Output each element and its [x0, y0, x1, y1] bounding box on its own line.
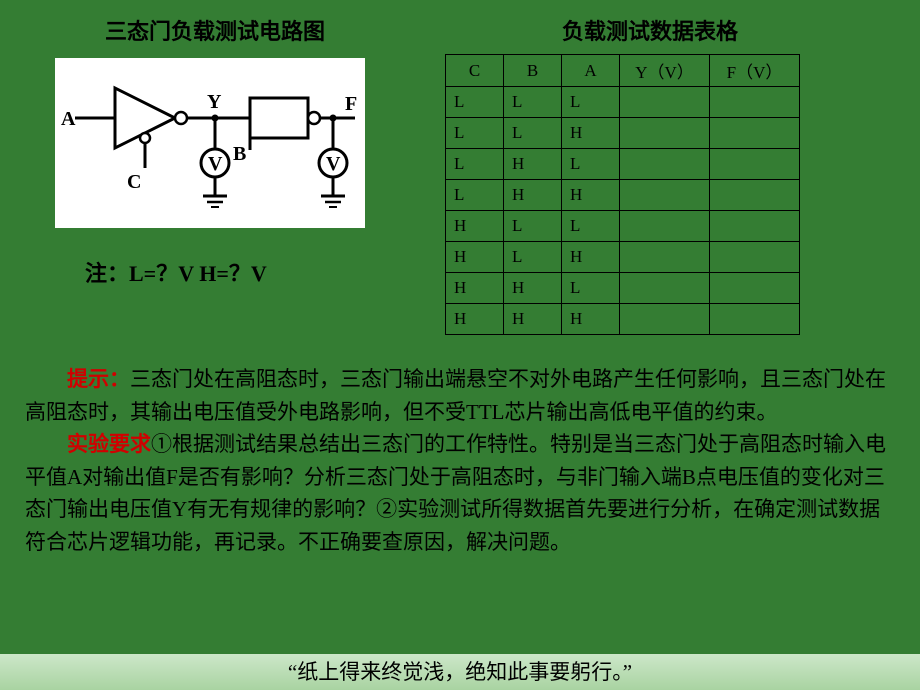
- table-header-row: C B A Y（V） F（V）: [446, 55, 800, 87]
- table-cell: L: [446, 87, 504, 118]
- circuit-diagram: A C Y V: [55, 58, 365, 228]
- hint-label: 提示：: [67, 367, 130, 391]
- table-cell: [620, 180, 710, 211]
- col-y: Y（V）: [620, 55, 710, 87]
- table-cell: H: [562, 304, 620, 335]
- table-row: HLL: [446, 211, 800, 242]
- table-row: LLH: [446, 118, 800, 149]
- voltmeter-2: V: [326, 153, 341, 175]
- label-y: Y: [207, 91, 222, 113]
- table-cell: [620, 118, 710, 149]
- table-cell: [620, 304, 710, 335]
- data-table: C B A Y（V） F（V） LLLLLHLHLLHHHLLHLHHHLHHH: [445, 54, 800, 335]
- table-row: HLH: [446, 242, 800, 273]
- circuit-title: 三态门负载测试电路图: [25, 14, 405, 46]
- table-title: 负载测试数据表格: [435, 14, 865, 46]
- slide-content: 三态门负载测试电路图 A C Y: [25, 14, 895, 674]
- table-cell: L: [562, 273, 620, 304]
- table-cell: [710, 180, 800, 211]
- note-text: 注：L=？V H=？V: [85, 256, 405, 288]
- requirement-label: 实验要求: [67, 432, 151, 456]
- table-cell: [620, 87, 710, 118]
- hint-text: 三态门处在高阻态时，三态门输出端悬空不对外电路产生任何影响，且三态门处在高阻态时…: [25, 367, 886, 424]
- col-b: B: [504, 55, 562, 87]
- table-cell: [710, 87, 800, 118]
- table-column: 负载测试数据表格 C B A Y（V） F（V） LLLLLHLHLLHHHLL…: [435, 14, 865, 335]
- table-cell: [710, 242, 800, 273]
- table-cell: [710, 149, 800, 180]
- table-cell: [620, 149, 710, 180]
- circuit-column: 三态门负载测试电路图 A C Y: [25, 14, 405, 335]
- quote-bar: “纸上得来终觉浅，绝知此事要躬行。”: [0, 654, 920, 690]
- col-c: C: [446, 55, 504, 87]
- table-cell: H: [446, 211, 504, 242]
- label-f: F: [345, 93, 357, 115]
- col-f: F（V）: [710, 55, 800, 87]
- table-cell: L: [446, 118, 504, 149]
- table-cell: H: [446, 273, 504, 304]
- table-cell: H: [504, 180, 562, 211]
- label-a: A: [61, 108, 76, 130]
- label-c: C: [127, 171, 141, 193]
- table-row: HHH: [446, 304, 800, 335]
- table-cell: [710, 273, 800, 304]
- table-cell: [620, 273, 710, 304]
- table-cell: H: [562, 242, 620, 273]
- table-cell: H: [562, 180, 620, 211]
- top-row: 三态门负载测试电路图 A C Y: [25, 14, 895, 335]
- table-cell: L: [562, 211, 620, 242]
- table-cell: [620, 211, 710, 242]
- hint-paragraph: 提示：三态门处在高阻态时，三态门输出端悬空不对外电路产生任何影响，且三态门处在高…: [25, 363, 895, 428]
- requirement-paragraph: 实验要求①根据测试结果总结出三态门的工作特性。特别是当三态门处于高阻态时输入电平…: [25, 428, 895, 558]
- table-cell: [620, 242, 710, 273]
- table-row: LHH: [446, 180, 800, 211]
- table-cell: H: [504, 149, 562, 180]
- table-cell: L: [504, 242, 562, 273]
- table-cell: H: [446, 304, 504, 335]
- table-cell: [710, 211, 800, 242]
- table-cell: [710, 304, 800, 335]
- table-cell: L: [504, 87, 562, 118]
- table-cell: L: [562, 87, 620, 118]
- table-cell: H: [504, 273, 562, 304]
- table-cell: L: [562, 149, 620, 180]
- table-cell: H: [504, 304, 562, 335]
- table-row: LHL: [446, 149, 800, 180]
- col-a: A: [562, 55, 620, 87]
- label-b: B: [233, 143, 246, 165]
- table-cell: L: [446, 149, 504, 180]
- table-cell: [710, 118, 800, 149]
- voltmeter-1: V: [208, 153, 223, 175]
- requirement-text: ①根据测试结果总结出三态门的工作特性。特别是当三态门处于高阻态时输入电平值A对输…: [25, 432, 886, 554]
- table-cell: L: [504, 118, 562, 149]
- body-text: 提示：三态门处在高阻态时，三态门输出端悬空不对外电路产生任何影响，且三态门处在高…: [25, 363, 895, 558]
- table-row: HHL: [446, 273, 800, 304]
- table-row: LLL: [446, 87, 800, 118]
- table-cell: H: [446, 242, 504, 273]
- table-cell: L: [504, 211, 562, 242]
- table-cell: H: [562, 118, 620, 149]
- table-cell: L: [446, 180, 504, 211]
